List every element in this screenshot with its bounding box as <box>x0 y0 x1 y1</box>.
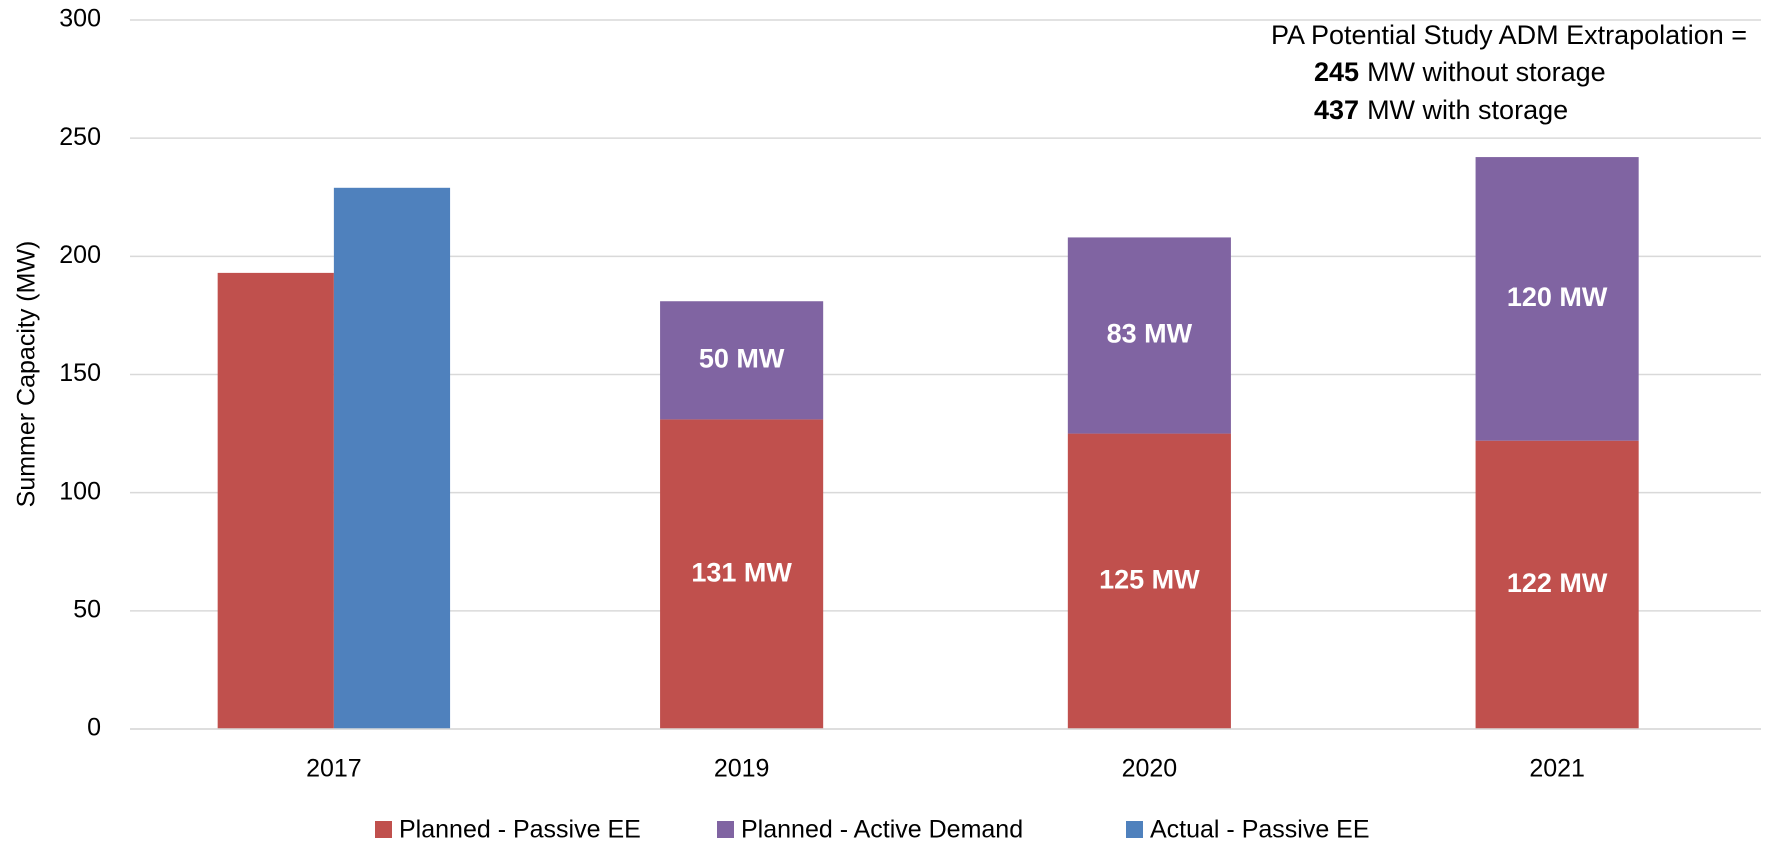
legend-swatch <box>1126 821 1143 838</box>
legend-label: Planned - Passive EE <box>399 816 641 844</box>
annotation-title: PA Potential Study ADM Extrapolation = <box>1271 20 1747 50</box>
annotation-value: 245 <box>1314 57 1359 87</box>
y-tick-label: 0 <box>87 714 101 742</box>
y-tick-label: 100 <box>59 477 101 505</box>
bar <box>1475 440 1639 729</box>
bar <box>660 419 824 729</box>
annotation-line: 437 MW with storage <box>1314 95 1568 125</box>
y-axis-label: Summer Capacity (MW) <box>13 241 41 508</box>
bar <box>1475 157 1639 441</box>
legend-swatch <box>717 821 734 838</box>
data-label: 125 MW <box>1099 564 1200 594</box>
data-label: 120 MW <box>1507 282 1608 312</box>
x-tick-label: 2017 <box>306 755 362 783</box>
x-tick-label: 2020 <box>1122 755 1178 783</box>
data-label: 50 MW <box>699 343 785 373</box>
x-tick-label: 2021 <box>1529 755 1585 783</box>
bar <box>333 187 451 730</box>
bar <box>1067 237 1231 434</box>
y-tick-label: 250 <box>59 123 101 151</box>
annotation-value: 437 <box>1314 95 1359 125</box>
data-label: 83 MW <box>1107 319 1193 349</box>
data-label: 131 MW <box>691 557 792 587</box>
legend-label: Actual - Passive EE <box>1150 816 1370 844</box>
bar <box>660 301 824 420</box>
annotation-line: 245 MW without storage <box>1314 57 1606 87</box>
y-tick-label: 300 <box>59 5 101 33</box>
bar <box>217 272 334 729</box>
y-tick-label: 150 <box>59 359 101 387</box>
legend-label: Planned - Active Demand <box>741 816 1023 844</box>
y-tick-label: 50 <box>73 595 101 623</box>
legend-swatch <box>375 821 392 838</box>
data-label: 122 MW <box>1507 568 1608 598</box>
x-tick-label: 2019 <box>714 755 770 783</box>
y-tick-label: 200 <box>59 241 101 269</box>
bar <box>1067 433 1231 729</box>
annotation-text: MW with storage <box>1367 95 1568 125</box>
annotation-text: MW without storage <box>1367 57 1606 87</box>
